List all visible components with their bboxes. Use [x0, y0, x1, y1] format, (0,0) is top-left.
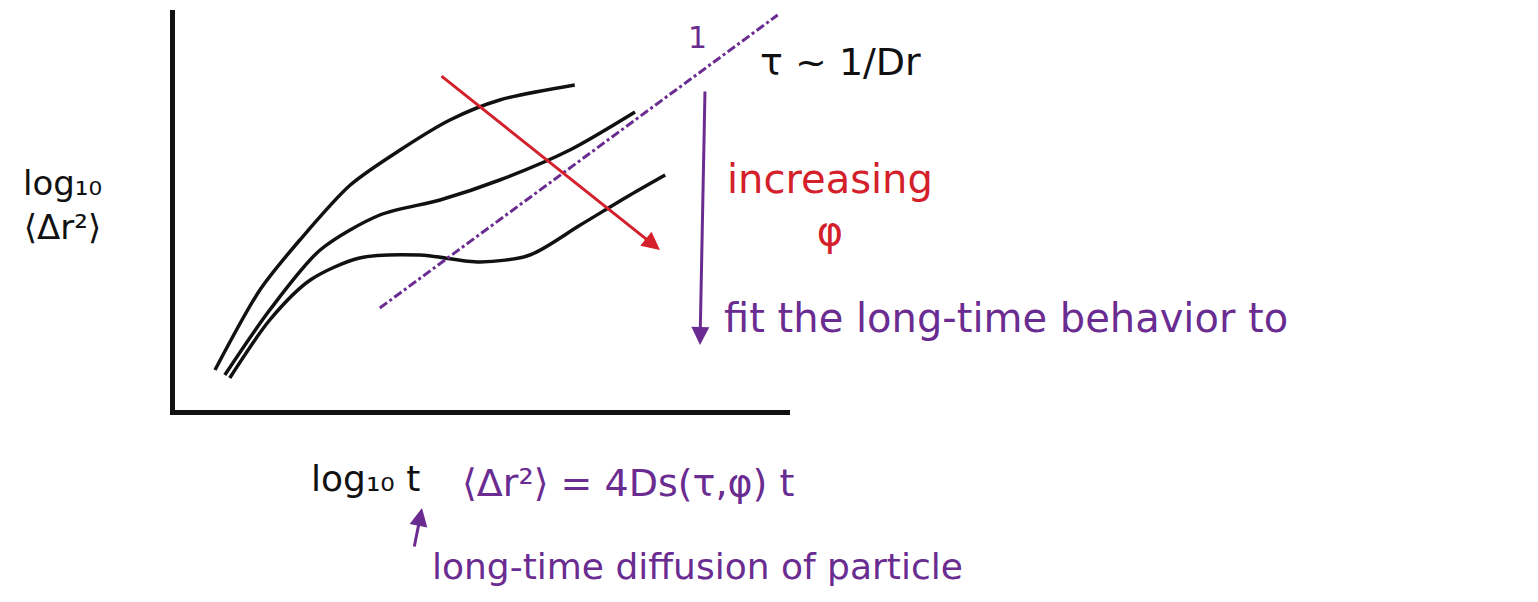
svg-text:τ ~ 1/Dr: τ ~ 1/Dr — [760, 40, 921, 84]
svg-text:fit the long-time behavior to: fit the long-time behavior to — [724, 295, 1288, 341]
svg-text:⟨Δr²⟩ = 4Ds(τ,φ) t: ⟨Δr²⟩ = 4Ds(τ,φ) t — [462, 461, 794, 505]
svg-text:long-time diffusion of particl: long-time diffusion of particle — [432, 546, 963, 587]
svg-text:log₁₀ t: log₁₀ t — [311, 458, 420, 499]
svg-text:1: 1 — [688, 20, 707, 55]
svg-text:log₁₀⟨Δr²⟩: log₁₀⟨Δr²⟩ — [23, 163, 102, 247]
svg-text:increasingφ: increasingφ — [727, 156, 933, 254]
